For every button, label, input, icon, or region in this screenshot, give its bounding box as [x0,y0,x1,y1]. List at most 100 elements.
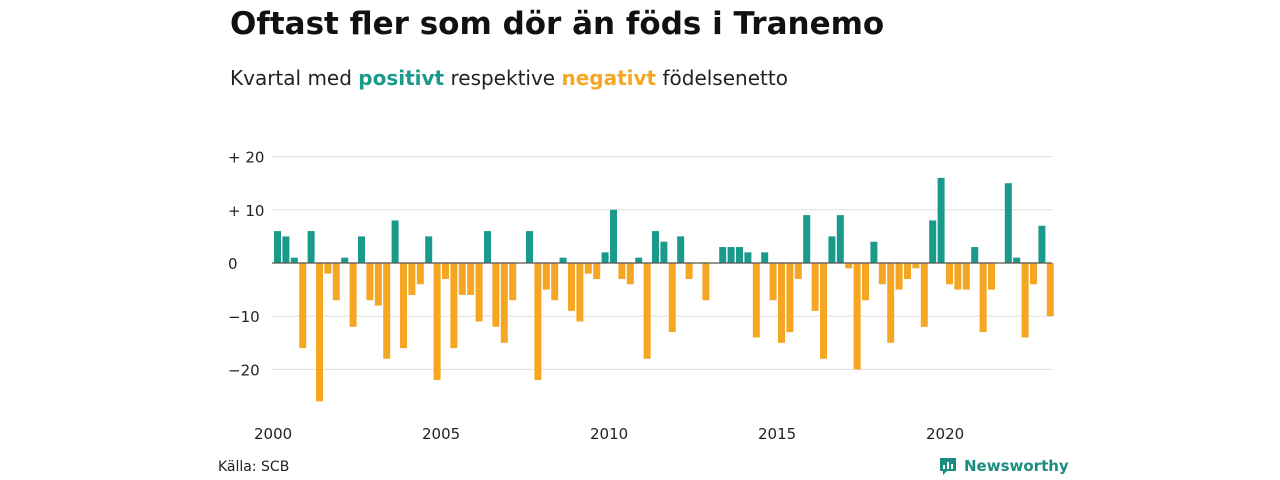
bar-negative [400,263,407,349]
bar-negative [618,263,626,279]
bar-positive [937,177,945,263]
chart-subtitle: Kvartal med positivt respektive negativt… [230,66,788,90]
bar-negative [702,263,710,301]
bar-negative [778,263,785,343]
subtitle-negative-word: negativt [561,66,657,90]
bar-negative [962,263,970,290]
bar-negative [1030,263,1037,285]
bar-positive [761,252,769,263]
bar-positive [1013,257,1021,263]
bar-negative [904,263,911,279]
y-tick-label: −20 [228,361,260,379]
bar-negative [374,263,382,306]
subtitle-prefix: Kvartal med [230,66,359,90]
bar-negative [408,263,416,295]
y-tick-label: 0 [228,255,238,273]
bar-negative [467,263,475,295]
bar-negative [458,263,466,295]
bar-negative [442,263,449,279]
bar-negative [450,263,458,349]
bar-negative [668,263,676,333]
bar-positive [719,247,727,263]
chart-title: Oftast fler som dör än föds i Tranemo [230,6,885,42]
bar-positive [559,257,567,263]
subtitle-middle: respektive [444,66,562,90]
bar-negative [492,263,500,327]
bar-positive [425,236,433,263]
bar-negative [862,263,869,301]
bar-negative [878,263,886,285]
bar-negative [954,263,962,290]
bar-positive [610,209,617,263]
bar-negative [811,263,819,311]
bar-negative [542,263,550,290]
bar-negative [500,263,508,343]
source-label: Källa: SCB [218,459,290,475]
bar-negative [1021,263,1029,338]
bar-positive [929,220,937,263]
bar-positive [971,247,979,263]
bar-positive [1004,183,1012,263]
bar-positive [282,236,290,263]
bar-negative [794,263,802,279]
bar-positive [358,236,365,263]
bar-negative [551,263,559,301]
bar-positive [828,236,836,263]
x-tick-label: 2005 [422,425,460,443]
bar-negative [988,263,995,290]
bar-negative [332,263,340,301]
y-tick-label: −10 [228,308,260,326]
bar-positive [274,231,281,263]
bar-negative [534,263,542,381]
bar-negative [383,263,391,359]
x-tick-label: 2020 [926,425,964,443]
bar-positive [744,252,752,263]
bar-positive [1038,225,1046,263]
bar-positive [736,247,743,263]
bar-positive [391,220,399,263]
bar-negative [626,263,634,285]
bar-positive [307,231,315,263]
bar-negative [786,263,794,333]
bar-positive [601,252,609,263]
bar-negative [416,263,424,285]
y-tick-label: + 20 [228,149,264,167]
bar-negative [752,263,760,338]
bar-negative [1046,263,1054,317]
bar-negative [946,263,953,285]
bar-positive [652,231,659,263]
bar-positive [836,215,844,263]
subtitle-suffix: födelsenetto [656,66,788,90]
bar-negative [593,263,601,279]
bar-negative [316,263,323,402]
x-tick-label: 2010 [590,425,628,443]
brand-logo: Newsworthy [938,456,1069,476]
bar-negative [509,263,517,301]
bar-positive [727,247,735,263]
bar-negative [979,263,987,333]
bar-negative [920,263,928,327]
bar-positive [341,257,349,263]
bar-negative [912,263,920,269]
bar-positive [635,257,643,263]
bar-positive [677,236,685,263]
bar-negative [887,263,895,343]
bar-negative [324,263,332,274]
bar-negative [576,263,584,322]
bar-negative [643,263,651,359]
bar-positive [870,241,878,263]
bar-negative [685,263,693,279]
x-tick-label: 2015 [758,425,796,443]
bar-negative [845,263,853,269]
bar-negative [299,263,307,349]
bar-positive [660,241,668,263]
bar-negative [568,263,575,311]
bar-negative [349,263,357,327]
newsworthy-logo-icon [940,458,956,475]
bar-positive [526,231,533,263]
bar-negative [895,263,903,290]
y-tick-label: + 10 [228,202,264,220]
bar-negative [475,263,483,322]
bar-negative [584,263,592,274]
